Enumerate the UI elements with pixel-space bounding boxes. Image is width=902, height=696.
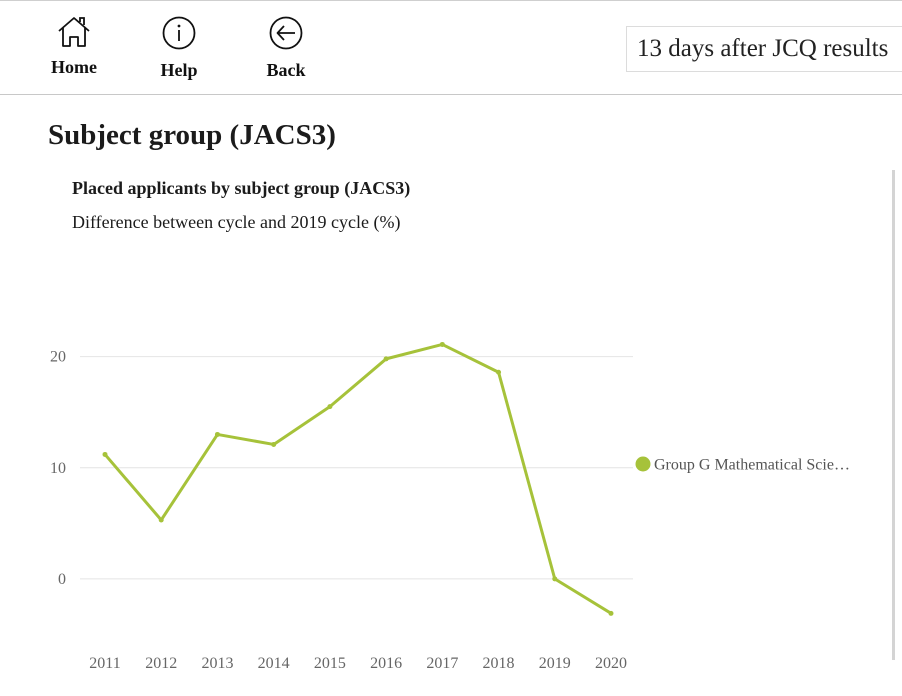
x-tick-label: 2016 xyxy=(370,655,402,672)
home-icon xyxy=(58,17,90,47)
data-point[interactable] xyxy=(214,431,220,437)
series-line[interactable] xyxy=(103,342,613,615)
back-label: Back xyxy=(266,60,306,80)
data-point[interactable] xyxy=(608,610,614,616)
back-arrow-icon xyxy=(269,16,303,50)
y-tick-label: 10 xyxy=(50,460,66,477)
x-tick-label: 2015 xyxy=(314,655,346,672)
y-tick-label: 0 xyxy=(58,571,66,588)
page-title: Subject group (JACS3) xyxy=(48,119,336,151)
chart-title: Placed applicants by subject group (JACS… xyxy=(72,178,411,198)
x-tick-label: 2020 xyxy=(595,655,627,672)
chart-subtitle: Difference between cycle and 2019 cycle … xyxy=(72,212,401,232)
cycle-selector[interactable]: 13 days after JCQ results xyxy=(626,26,902,72)
data-point[interactable] xyxy=(271,441,277,447)
data-point[interactable] xyxy=(439,341,445,347)
data-point[interactable] xyxy=(496,369,502,375)
x-tick-label: 2014 xyxy=(258,655,290,672)
data-point[interactable] xyxy=(383,356,389,362)
legend-label[interactable]: Group G Mathematical Scie… xyxy=(654,457,850,474)
x-tick-label: 2013 xyxy=(201,655,233,672)
data-point[interactable] xyxy=(158,517,164,523)
x-tick-label: 2018 xyxy=(483,655,515,672)
data-point[interactable] xyxy=(552,576,558,582)
help-label: Help xyxy=(160,60,198,80)
data-point[interactable] xyxy=(102,451,108,457)
top-toolbar: Home Help Back 13 days after JCQ results xyxy=(0,0,902,95)
info-icon xyxy=(162,16,196,50)
x-tick-label: 2017 xyxy=(426,655,458,672)
y-axis-ticks: 0 10 20 xyxy=(50,349,66,588)
help-button[interactable]: Help xyxy=(144,15,214,81)
legend-marker[interactable] xyxy=(635,456,651,472)
x-tick-label: 2019 xyxy=(539,655,571,672)
home-button[interactable]: Home xyxy=(39,15,109,78)
data-point[interactable] xyxy=(327,404,333,410)
x-axis-ticks: 2011 2012 2013 2014 2015 2016 2017 2018 2019 2020 xyxy=(89,655,627,672)
home-label: Home xyxy=(51,57,97,77)
series-layer xyxy=(102,341,614,616)
x-tick-label: 2012 xyxy=(145,655,177,672)
legend[interactable]: Group G Mathematical Scie… xyxy=(635,456,850,474)
x-tick-label: 2011 xyxy=(89,655,120,672)
back-button[interactable]: Back xyxy=(251,15,321,81)
scrollbar[interactable] xyxy=(892,170,895,660)
y-tick-label: 20 xyxy=(50,349,66,366)
gridlines xyxy=(80,356,633,580)
